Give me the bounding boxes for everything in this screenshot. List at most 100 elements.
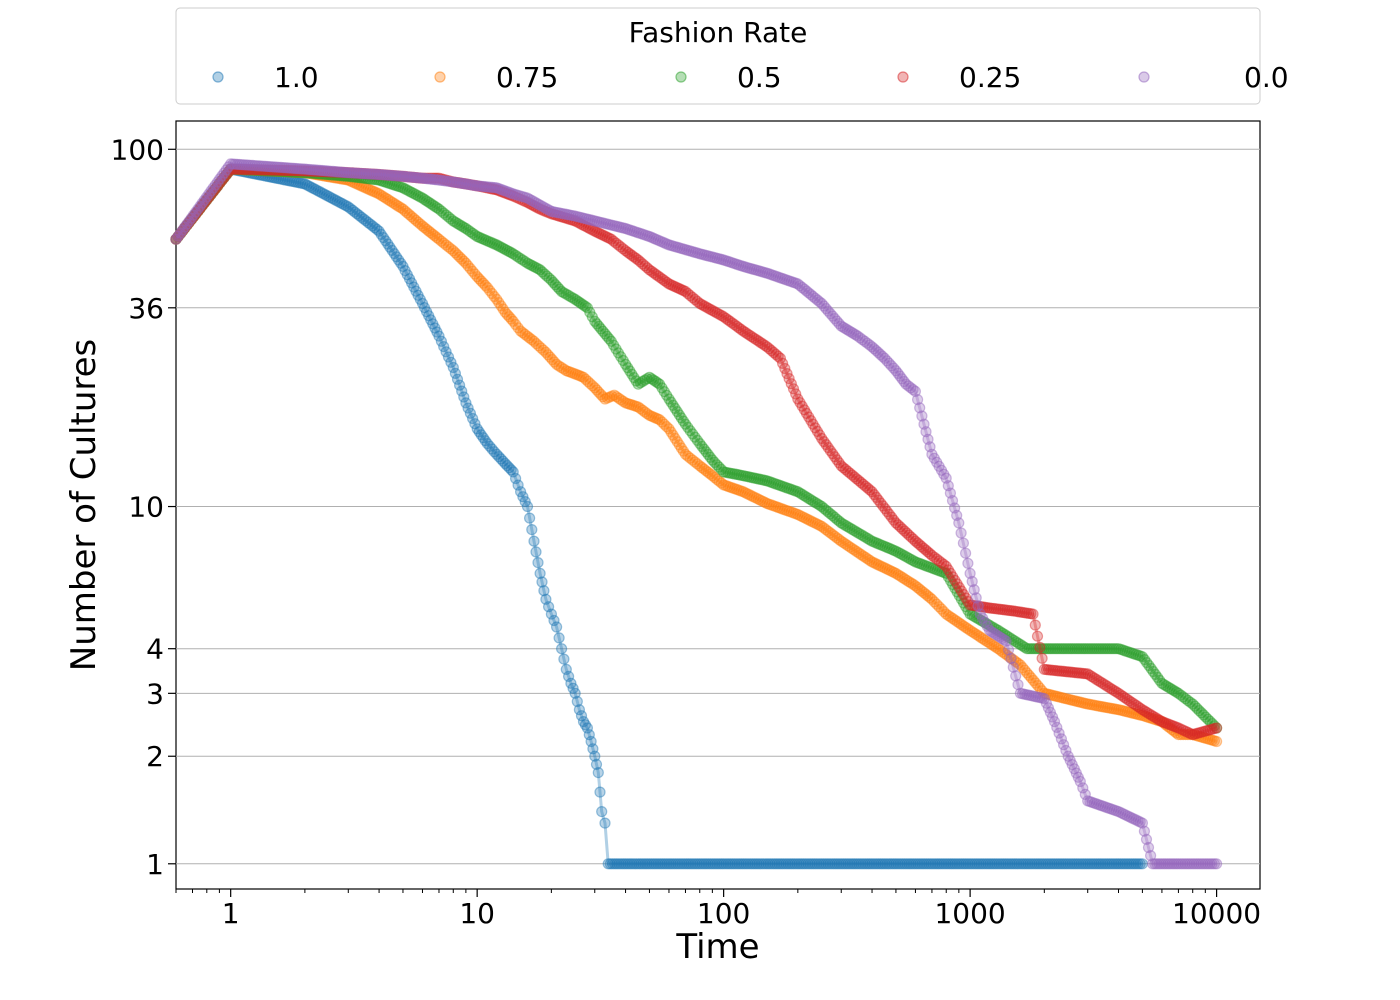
data-point (537, 344, 550, 356)
data-point (648, 858, 660, 870)
data-point (1062, 858, 1074, 870)
data-point (327, 169, 339, 181)
data-point (542, 349, 554, 361)
data-point (427, 228, 439, 240)
data-point (1106, 858, 1118, 870)
data-point (270, 165, 283, 177)
data-point (308, 168, 320, 180)
data-point (1136, 709, 1149, 722)
data-point (294, 177, 307, 189)
data-point (875, 560, 887, 572)
data-point (826, 858, 839, 870)
data-point (826, 528, 839, 541)
data-point (637, 404, 649, 416)
data-point (720, 858, 732, 870)
data-point (672, 858, 684, 870)
data-point (855, 858, 867, 870)
data-point (183, 216, 195, 228)
data-point (550, 621, 563, 633)
data-point (1079, 858, 1092, 870)
data-point (270, 165, 283, 177)
data-point (340, 200, 352, 212)
data-point (1179, 728, 1192, 741)
data-point (596, 805, 608, 818)
data-point (916, 858, 928, 870)
data-point (358, 213, 370, 225)
data-point (685, 858, 697, 870)
data-point (774, 502, 786, 514)
data-point (693, 858, 706, 870)
data-point (362, 173, 374, 185)
data-point (861, 553, 874, 565)
data-point (634, 403, 647, 415)
data-point (1119, 858, 1131, 870)
data-point (264, 171, 276, 183)
data-point (1090, 858, 1103, 870)
data-point (371, 187, 383, 199)
data-point (449, 247, 461, 259)
data-point (711, 858, 723, 870)
data-point (403, 209, 416, 221)
data-point (334, 173, 346, 185)
data-point (440, 346, 452, 358)
data-point (209, 183, 221, 195)
data-point (451, 373, 464, 385)
data-point (386, 178, 398, 190)
data-point (421, 223, 433, 235)
y-tick-label: 3 (146, 677, 164, 710)
data-point (775, 858, 787, 870)
data-point (553, 632, 565, 644)
data-point (604, 858, 616, 870)
data-point (892, 858, 904, 870)
data-point (853, 858, 865, 870)
data-point (355, 211, 368, 223)
data-point (700, 465, 712, 477)
data-point (901, 858, 913, 870)
data-point (534, 567, 546, 580)
data-point (1031, 630, 1044, 642)
data-point (1064, 694, 1077, 706)
data-point (626, 858, 638, 870)
data-point (231, 163, 243, 175)
data-point (469, 418, 481, 430)
data-point (355, 172, 368, 184)
data-point (651, 413, 664, 425)
data-point (299, 178, 311, 190)
data-point (227, 163, 239, 175)
data-point (386, 196, 398, 208)
data-point (1053, 691, 1066, 703)
data-point (495, 300, 507, 312)
data-point (800, 513, 813, 525)
data-point (707, 858, 719, 870)
data-point (842, 858, 854, 870)
data-point (715, 858, 728, 870)
data-point (501, 460, 513, 472)
data-point (277, 174, 289, 186)
data-point (1097, 858, 1109, 870)
data-point (796, 511, 808, 523)
data-point (780, 858, 792, 870)
data-point (951, 858, 963, 870)
data-point (1182, 728, 1194, 741)
data-point (187, 211, 200, 223)
data-point (890, 567, 902, 580)
data-point (589, 382, 601, 394)
data-point (1143, 711, 1155, 724)
data-point (1003, 651, 1015, 663)
data-point (982, 858, 994, 870)
data-point (1114, 858, 1127, 870)
data-point (786, 858, 799, 870)
data-point (931, 858, 944, 870)
data-point (1055, 858, 1067, 870)
data-point (255, 165, 267, 177)
data-point (393, 200, 405, 212)
data-point (460, 397, 472, 409)
data-point (301, 167, 313, 179)
data-point (288, 166, 300, 178)
data-point (312, 169, 324, 181)
legend-marker-0.0 (1138, 71, 1150, 83)
data-point (401, 207, 413, 219)
data-point (312, 185, 324, 197)
data-point (868, 557, 880, 569)
data-point (244, 167, 256, 179)
